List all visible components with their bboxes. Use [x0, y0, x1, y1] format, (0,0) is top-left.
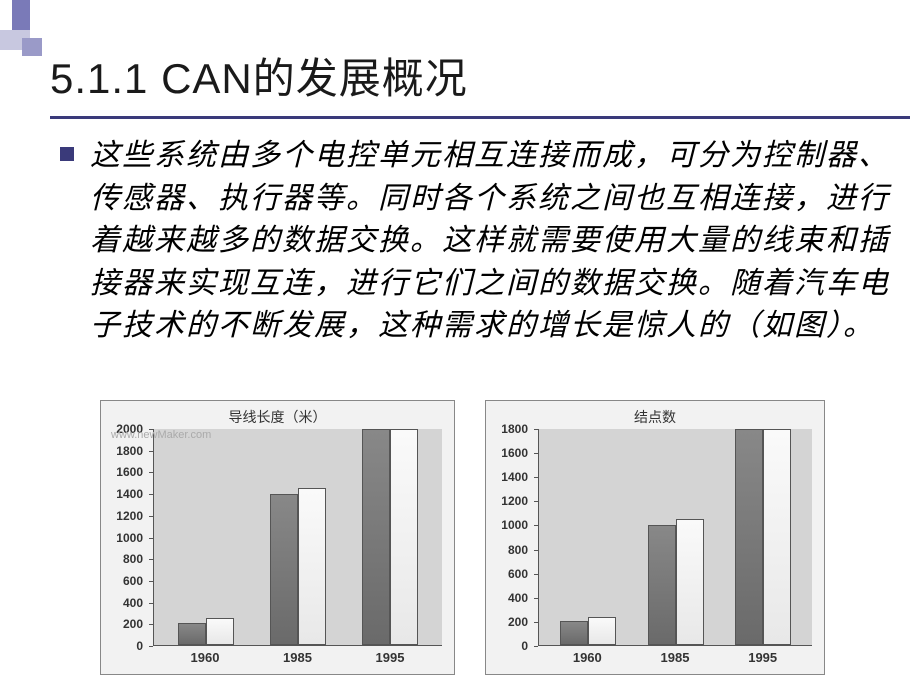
y-tick-label: 1400 [501, 470, 528, 484]
content-area: 这些系统由多个电控单元相互连接而成，可分为控制器、传感器、执行器等。同时各个系统… [60, 135, 890, 348]
y-tick-label: 1800 [501, 422, 528, 436]
bar [735, 429, 763, 645]
bar [648, 525, 676, 645]
bar-group [648, 429, 704, 645]
y-tick-label: 200 [123, 617, 143, 631]
x-axis-labels: 1960 1985 1995 [153, 650, 442, 670]
y-tick-label: 1000 [116, 531, 143, 545]
y-tick-label: 1600 [501, 446, 528, 460]
y-tick-label: 400 [508, 591, 528, 605]
x-tick-label: 1985 [661, 650, 690, 665]
x-tick-label: 1985 [283, 650, 312, 665]
bar [206, 618, 234, 645]
plot-area [538, 429, 812, 646]
y-tick-label: 0 [521, 639, 528, 653]
x-tick-label: 1995 [748, 650, 777, 665]
bar-group [178, 429, 234, 645]
title-area: 5.1.1 CAN的发展概况 [50, 45, 910, 119]
bar [298, 488, 326, 645]
chart-title: 导线长度（米） [101, 407, 454, 427]
bar-group [270, 429, 326, 645]
y-tick-label: 1200 [501, 494, 528, 508]
x-axis-labels: 1960 1985 1995 [538, 650, 812, 670]
node-count-chart: 结点数 0 200 400 600 800 1000 1200 1400 1600 1800 19… [485, 400, 825, 675]
bar-group [362, 429, 418, 645]
y-tick-label: 1600 [116, 465, 143, 479]
y-tick-label: 1000 [501, 518, 528, 532]
y-axis-ticks: 0200400600800100012001400160018002000 [101, 429, 149, 646]
y-tick-label: 400 [123, 596, 143, 610]
y-axis-ticks: 020040060080010001200140016001800 [486, 429, 534, 646]
x-tick-label: 1995 [376, 650, 405, 665]
y-tick-label: 1800 [116, 444, 143, 458]
bullet-icon [60, 147, 74, 161]
y-tick-label: 200 [508, 615, 528, 629]
deco-block [12, 0, 30, 30]
bar [178, 623, 206, 645]
body-paragraph: 这些系统由多个电控单元相互连接而成，可分为控制器、传感器、执行器等。同时各个系统… [90, 135, 890, 348]
bar [676, 519, 704, 645]
bar [560, 621, 588, 645]
y-tick-label: 600 [508, 567, 528, 581]
y-tick-label: 800 [508, 543, 528, 557]
plot-area [153, 429, 442, 646]
bar-group [735, 429, 791, 645]
bar [390, 429, 418, 645]
chart-title: 结点数 [486, 407, 824, 427]
x-tick-label: 1960 [191, 650, 220, 665]
y-tick-label: 1200 [116, 509, 143, 523]
slide-title: 5.1.1 CAN的发展概况 [50, 45, 910, 106]
slide-decoration [0, 0, 55, 70]
deco-block [22, 38, 42, 56]
bar-group [560, 429, 616, 645]
y-tick-label: 800 [123, 552, 143, 566]
bar [362, 429, 390, 645]
bar [763, 429, 791, 645]
bar [270, 494, 298, 645]
watermark-text: www.newMaker.com [111, 429, 211, 441]
y-tick-label: 0 [136, 639, 143, 653]
x-tick-label: 1960 [573, 650, 602, 665]
y-tick-label: 600 [123, 574, 143, 588]
charts-container: 导线长度（米） www.newMaker.com 0 200 400 600 800 10… [100, 400, 825, 675]
bar [588, 617, 616, 645]
wire-length-chart: 导线长度（米） www.newMaker.com 0 200 400 600 800 10… [100, 400, 455, 675]
y-tick-label: 1400 [116, 487, 143, 501]
